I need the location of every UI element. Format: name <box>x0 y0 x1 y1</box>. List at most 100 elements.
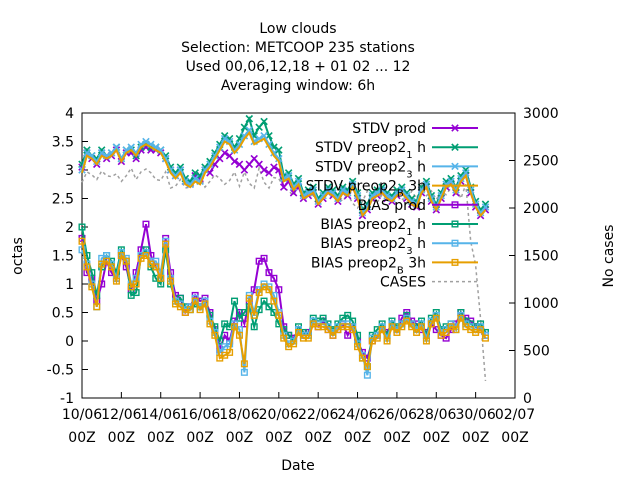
series-7-point-51 <box>329 331 337 339</box>
legend-label-8: CASES <box>380 275 426 291</box>
series-2-point-34 <box>245 126 254 134</box>
series-1-point-23-x <box>191 169 199 177</box>
legend-entry-0: STDV prod <box>352 121 478 137</box>
legend-label-6-sub: 3 <box>406 246 412 257</box>
series-1-point-34-x <box>245 114 254 123</box>
y-tick-label-8: 3 <box>65 163 74 179</box>
series-7 <box>78 237 489 371</box>
series-7-point-77 <box>457 314 465 322</box>
series-2-point-53 <box>339 186 347 194</box>
series-2-point-29 <box>220 134 229 143</box>
series-8 <box>81 165 487 381</box>
legend-entry-4: BIAS prod <box>358 198 478 214</box>
series-7-point-26 <box>206 320 214 328</box>
series-2-point-50-x <box>324 186 332 194</box>
series-3-line <box>81 131 487 218</box>
legend-marker-0-x <box>451 124 459 132</box>
series-2-point-67 <box>407 197 416 206</box>
series-2-point-75-x <box>447 177 455 186</box>
series-1-point-40 <box>275 146 283 154</box>
series-5-point-35 <box>250 323 258 331</box>
series-7-point-61 <box>378 326 386 334</box>
y-tick-label-1: -0.5 <box>47 363 74 379</box>
series-2-point-47 <box>309 186 318 194</box>
chart-title: Low clouds Selection: METCOOP 235 statio… <box>181 21 415 94</box>
x-tick-label-6: 22/06 <box>298 407 338 423</box>
legend-entry-7: BIAS preop2B 3h <box>311 255 478 276</box>
series-1-point-44-x <box>294 174 303 183</box>
legend-marker-1 <box>451 143 459 151</box>
series-7-point-57 <box>358 354 366 362</box>
legend-label-5: BIAS preop21 h <box>320 217 426 238</box>
series-2-point-44-x <box>294 177 303 186</box>
series-2-point-4 <box>97 149 106 157</box>
series-0-point-37-x <box>260 166 268 174</box>
x-tick-label-11: 02/07 <box>495 407 535 423</box>
x-tick-label-0: 10/06 <box>62 407 102 423</box>
series-0-point-37 <box>260 166 268 174</box>
series-7-point-25 <box>201 300 209 308</box>
series-7-point-68 <box>413 328 421 336</box>
series-7-point-60 <box>373 334 381 342</box>
series-7-point-8 <box>117 251 125 259</box>
plot-area <box>78 114 490 381</box>
series-5-point-32 <box>235 314 243 322</box>
series-7-point-13 <box>142 251 150 259</box>
x-tick-label-1: 12/06 <box>101 407 141 423</box>
x-tick-sublabel-3: 00Z <box>186 430 213 446</box>
series-5-point-11 <box>132 289 140 297</box>
legend-entry-2: STDV preop23 h <box>315 159 478 180</box>
series-7-point-33 <box>240 360 248 368</box>
series-5 <box>78 223 489 371</box>
series-5-point-38 <box>265 303 273 311</box>
series-2-point-62 <box>383 191 391 200</box>
series-2-point-42-x <box>284 171 293 180</box>
series-1-point-20-x <box>176 163 185 171</box>
title-line-1: Low clouds <box>259 21 336 37</box>
series-7-point-70 <box>422 337 430 345</box>
series-7-point-66 <box>403 317 411 325</box>
legend-label-1-tail: h <box>413 140 426 156</box>
series-2-point-75 <box>447 177 455 186</box>
series-1-point-78-x <box>462 166 470 174</box>
series-7-point-65 <box>398 323 406 331</box>
x-tick-label-3: 16/06 <box>180 407 220 423</box>
x-tick-sublabel-5: 00Z <box>265 430 292 446</box>
legend-label-6: BIAS preop23 h <box>320 236 426 257</box>
series-2-point-53-x <box>339 186 347 194</box>
series-7-point-41 <box>280 334 288 342</box>
series-7-point-40 <box>275 311 283 319</box>
y2-tick-label-1: 500 <box>523 344 550 360</box>
series-7-point-16 <box>157 274 165 282</box>
legend-label-5-sub: 1 <box>406 227 412 238</box>
x-tick-sublabel-9: 00Z <box>423 430 450 446</box>
legend-label-7: BIAS preop2B 3h <box>311 255 426 276</box>
legend-label-6-name: BIAS preop2 <box>320 236 406 252</box>
series-1-point-82-x <box>481 200 490 208</box>
title-line-2: Selection: METCOOP 235 stations <box>181 40 415 56</box>
legend-marker-7 <box>451 258 459 266</box>
y-tick-label-3: 0.5 <box>52 306 74 322</box>
series-7-point-18 <box>167 277 175 285</box>
series-7-point-11 <box>132 280 140 288</box>
series-7-point-17 <box>162 240 170 248</box>
x-tick-sublabel-7: 00Z <box>344 430 371 446</box>
series-7-point-32 <box>235 331 243 339</box>
series-6-point-33 <box>240 368 248 376</box>
series-7-point-64 <box>393 328 401 336</box>
series-4-point-38 <box>265 269 273 277</box>
series-2-point-23 <box>191 174 199 183</box>
series-2-point-70-x <box>422 180 431 189</box>
series-7-point-36 <box>255 289 263 297</box>
series-7-point-31 <box>231 323 239 331</box>
legend-label-1: STDV preop21 h <box>315 140 426 161</box>
x-tick-sublabel-2: 00Z <box>147 430 174 446</box>
legend-label-1-name: STDV preop2 <box>315 140 406 156</box>
series-7-point-35 <box>250 311 258 319</box>
series-7-point-27 <box>211 331 219 339</box>
series-2-point-42 <box>284 171 293 180</box>
series-2-point-70 <box>422 180 431 189</box>
legend-label-7-sub: B <box>397 265 404 276</box>
series-1-point-78 <box>462 166 470 174</box>
series-2-point-67-x <box>407 197 416 206</box>
